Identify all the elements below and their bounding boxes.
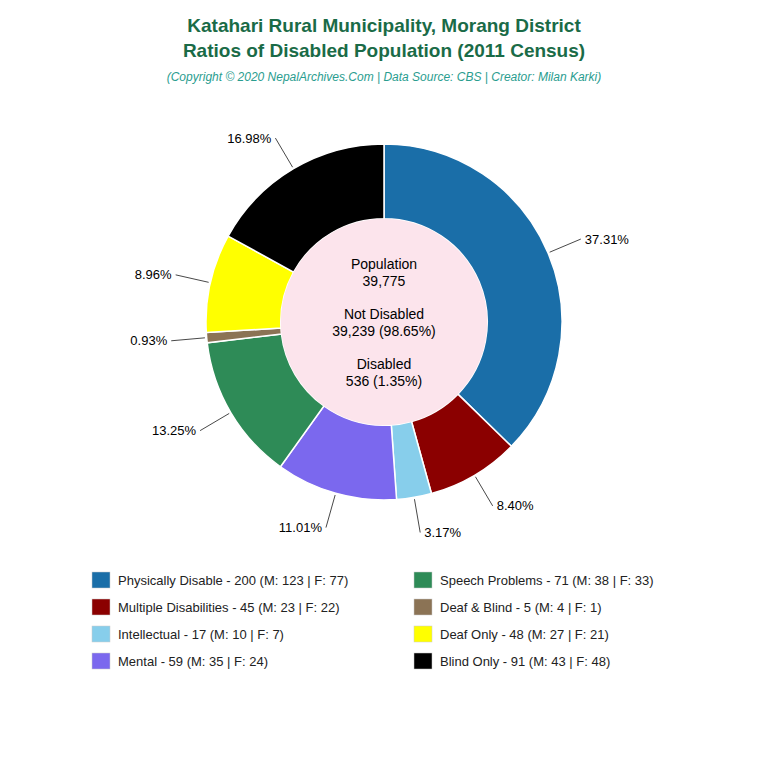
legend-entry: Deaf & Blind - 5 (M: 4 | F: 1) xyxy=(440,600,602,615)
leader-line xyxy=(171,338,205,341)
title-line: Katahari Rural Municipality, Morang Dist… xyxy=(187,15,581,36)
legend-swatch xyxy=(414,599,432,615)
title: Katahari Rural Municipality, Morang Dist… xyxy=(183,15,585,61)
leader-line xyxy=(275,138,292,167)
legend-swatch xyxy=(414,653,432,669)
leader-line xyxy=(414,499,420,532)
center-annotation: Population39,775 xyxy=(351,256,417,289)
data-label: 11.01% xyxy=(279,520,323,535)
legend: Physically Disable - 200 (M: 123 | F: 77… xyxy=(92,572,654,669)
annotation-line: 536 (1.35%) xyxy=(346,373,422,389)
legend-swatch xyxy=(414,572,432,588)
slice xyxy=(391,422,431,500)
legend-entry: Blind Only - 91 (M: 43 | F: 48) xyxy=(440,654,610,669)
center-annotation: Not Disabled39,239 (98.65%) xyxy=(332,306,436,339)
title-line: Ratios of Disabled Population (2011 Cens… xyxy=(183,40,585,61)
legend-entry: Deaf Only - 48 (M: 27 | F: 21) xyxy=(440,627,609,642)
chart: Katahari Rural Municipality, Morang Dist… xyxy=(0,0,768,768)
subtitle: (Copyright © 2020 NepalArchives.Com | Da… xyxy=(167,70,602,84)
annotation-line: 39,239 (98.65%) xyxy=(332,323,436,339)
background xyxy=(0,0,768,768)
legend-swatch xyxy=(92,626,110,642)
data-label: 0.93% xyxy=(130,333,167,348)
legend-entry: Intellectual - 17 (M: 10 | F: 7) xyxy=(118,627,284,642)
data-label: 13.25% xyxy=(152,423,197,438)
legend-swatch xyxy=(92,653,110,669)
data-label: 16.98% xyxy=(227,131,272,146)
leader-line xyxy=(200,413,229,430)
leader-line xyxy=(475,477,492,506)
legend-entry: Multiple Disabilities - 45 (M: 23 | F: 2… xyxy=(118,600,340,615)
leader-line xyxy=(550,239,581,252)
data-label: 8.40% xyxy=(497,498,534,513)
legend-swatch xyxy=(92,599,110,615)
center-circle xyxy=(281,219,487,425)
annotation-line: Not Disabled xyxy=(344,306,424,322)
leader-line xyxy=(326,495,335,528)
data-label: 3.17% xyxy=(424,525,461,540)
legend-entry: Speech Problems - 71 (M: 38 | F: 33) xyxy=(440,573,654,588)
legend-entry: Physically Disable - 200 (M: 123 | F: 77… xyxy=(118,573,348,588)
annotation-line: Population xyxy=(351,256,417,272)
annotation-line: Disabled xyxy=(357,356,411,372)
leader-line xyxy=(176,275,209,282)
data-label: 8.96% xyxy=(135,267,172,282)
annotation-line: 39,775 xyxy=(363,273,406,289)
legend-entry: Mental - 59 (M: 35 | F: 24) xyxy=(118,654,268,669)
center-annotation: Disabled536 (1.35%) xyxy=(346,356,422,389)
data-label: 37.31% xyxy=(585,232,630,247)
slices xyxy=(206,144,562,500)
legend-swatch xyxy=(414,626,432,642)
legend-swatch xyxy=(92,572,110,588)
data-labels: 37.31% 8.40% 3.17% 11.01% 13.25% 0.93% 8.96% 16… xyxy=(130,131,629,540)
